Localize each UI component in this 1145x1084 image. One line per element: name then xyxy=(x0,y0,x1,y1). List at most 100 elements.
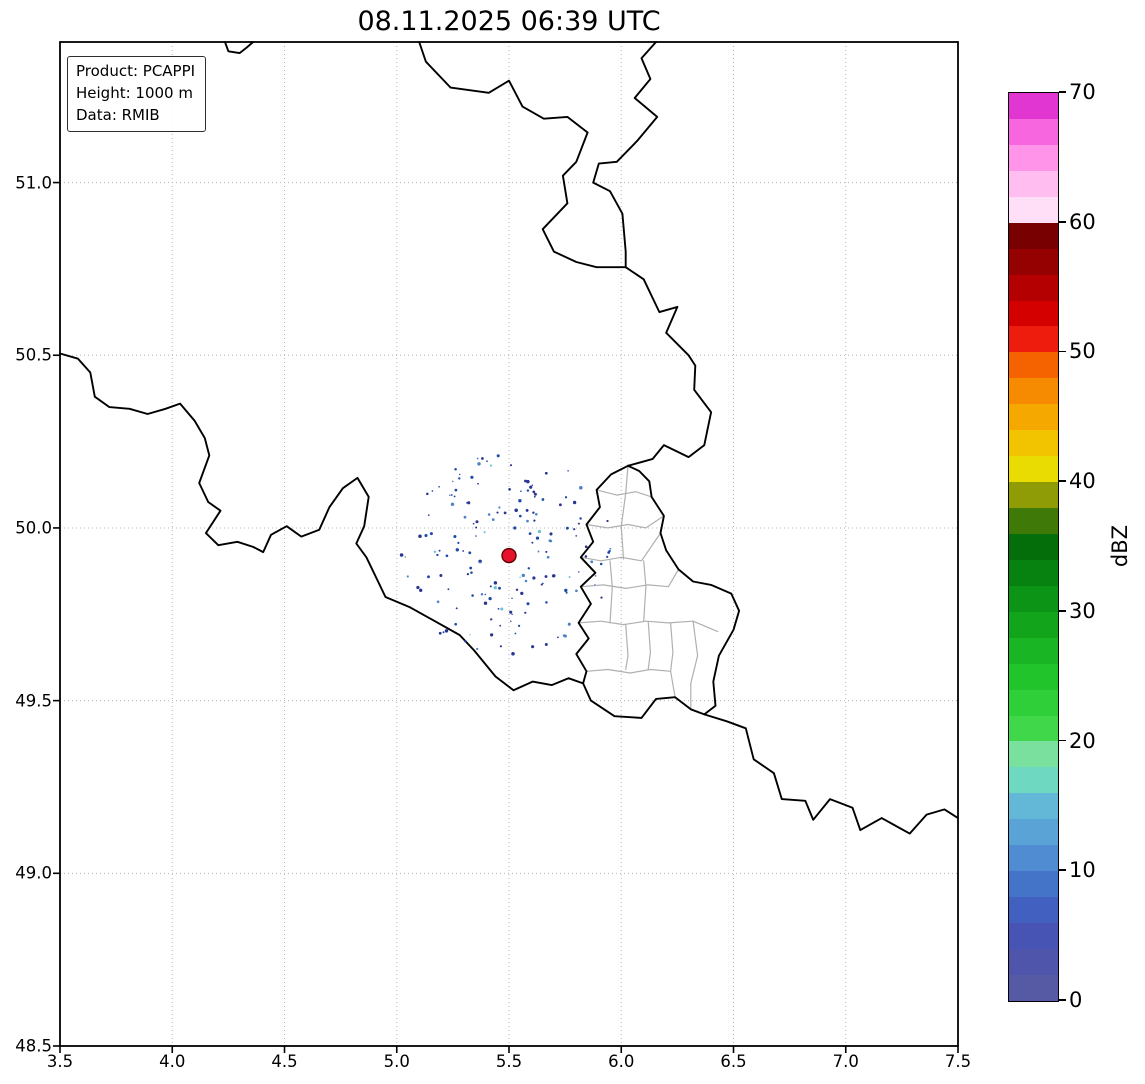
colorbar-step xyxy=(1009,663,1058,690)
radar-echo-dot xyxy=(490,618,493,621)
radar-echo-dot xyxy=(606,519,609,523)
colorbar-step xyxy=(1009,352,1058,379)
radar-echo-dot xyxy=(528,532,532,535)
region-border-path xyxy=(580,568,680,589)
radar-echo-dot xyxy=(531,541,534,544)
radar-echo-dot xyxy=(511,613,513,616)
x-tick-label: 5.5 xyxy=(495,1052,523,1071)
radar-echo-dot xyxy=(526,479,530,484)
colorbar-step xyxy=(1009,793,1058,820)
x-tick-label: 7.0 xyxy=(832,1052,859,1071)
radar-echo-dot xyxy=(479,561,481,564)
radar-echo-dot xyxy=(468,551,472,555)
radar-echo-dot xyxy=(436,553,439,557)
colorbar-step xyxy=(1009,741,1058,768)
radar-echo-dot xyxy=(471,594,474,597)
colorbar-step xyxy=(1009,274,1058,301)
data-source-line: Data: RMIB xyxy=(76,105,160,124)
radar-echo-dot xyxy=(584,545,588,549)
y-tick-label: 51.0 xyxy=(15,173,52,193)
country-border-path xyxy=(224,41,255,55)
radar-echo-dot xyxy=(525,508,529,512)
radar-echo-dot xyxy=(406,575,409,578)
radar-echo-dot xyxy=(489,633,494,637)
product-line: Product: PCAPPI xyxy=(76,62,196,80)
radar-echo-dot xyxy=(484,593,486,596)
radar-echo-dot xyxy=(444,629,449,633)
radar-echo-dot xyxy=(590,560,594,564)
colorbar-tick-mark xyxy=(1059,480,1066,483)
radar-echo-dot xyxy=(481,457,484,460)
radar-echo-dot xyxy=(424,533,428,538)
radar-echo-dot xyxy=(429,532,433,536)
radar-echo-dot xyxy=(514,508,518,513)
radar-echo-dot xyxy=(451,480,454,483)
radar-echo-dot xyxy=(404,556,407,558)
region-border-path xyxy=(670,622,674,672)
radar-echo-dot xyxy=(438,549,441,552)
colorbar-tick-mark xyxy=(1059,220,1066,223)
product-info-box: Product: PCAPPI Height: 1000 m Data: RMI… xyxy=(67,56,207,133)
colorbar-step xyxy=(1009,248,1058,275)
radar-echo-dot xyxy=(524,579,528,583)
radar-echo-dot xyxy=(458,477,461,480)
radar-echo-dot xyxy=(577,522,580,525)
radar-echo-dot xyxy=(472,522,475,525)
region-border-path xyxy=(596,489,653,498)
radar-echo-dot xyxy=(455,607,458,610)
y-tick-label: 49.0 xyxy=(15,863,52,883)
radar-echo-dot xyxy=(535,513,538,516)
radar-echo-dot xyxy=(511,597,513,600)
region-border-path xyxy=(647,620,651,671)
radar-echo-dot xyxy=(517,624,521,628)
region-border-path xyxy=(643,560,647,622)
radar-echo-dot xyxy=(509,464,513,467)
radar-echo-dot xyxy=(532,576,536,580)
radar-echo-dot xyxy=(399,553,404,557)
plot-border xyxy=(59,41,959,1047)
radar-echo-dot xyxy=(533,492,537,496)
colorbar-step xyxy=(1009,923,1058,949)
radar-echo-dot xyxy=(565,591,568,594)
radar-echo-dot xyxy=(454,488,458,492)
radar-echo-dot xyxy=(449,494,451,496)
radar-echo-dot xyxy=(515,588,519,592)
colorbar-step xyxy=(1009,897,1058,923)
radar-echo-dot xyxy=(433,550,437,553)
x-tick-label: 7.5 xyxy=(944,1052,972,1071)
radar-echo-dot xyxy=(533,495,536,498)
radar-echo-dot xyxy=(475,520,479,524)
country-border-path xyxy=(592,41,659,269)
radar-echo-dot xyxy=(476,457,479,460)
radar-echo-dot xyxy=(552,574,556,578)
region-border-path xyxy=(609,560,613,624)
radar-echo-dot xyxy=(470,571,473,574)
radar-echo-dot xyxy=(496,454,500,458)
radar-echo-dot xyxy=(557,636,559,639)
colorbar-tick-label: 20 xyxy=(1069,728,1096,753)
radar-echo-dot xyxy=(427,514,430,516)
radar-echo-dot xyxy=(558,503,562,507)
radar-echo-dot xyxy=(567,622,571,626)
colorbar-tick-mark xyxy=(1059,350,1066,353)
colorbar-tick-label: 40 xyxy=(1069,469,1096,494)
colorbar-step xyxy=(1009,196,1058,223)
radar-echo-dot xyxy=(469,634,471,636)
radar-echo-dot xyxy=(568,576,571,578)
radar-echo-dot xyxy=(526,602,530,606)
radar-echo-dot xyxy=(544,575,548,578)
radar-echo-dot xyxy=(514,632,517,635)
radar-echo-dot xyxy=(503,511,507,515)
colorbar xyxy=(1008,92,1059,1002)
radar-echo-dot xyxy=(431,490,434,492)
colorbar-step xyxy=(1009,144,1058,171)
radar-echo-dot xyxy=(436,600,440,604)
radar-echo-dot xyxy=(498,506,501,509)
radar-echo-dot xyxy=(575,535,578,537)
radar-echo-dot xyxy=(453,534,457,539)
radar-echo-dot xyxy=(427,575,430,579)
radar-echo-dot xyxy=(450,502,455,507)
radar-echo-dot xyxy=(520,490,522,492)
radar-echo-dot xyxy=(480,593,484,596)
radar-echo-dot xyxy=(572,500,577,505)
